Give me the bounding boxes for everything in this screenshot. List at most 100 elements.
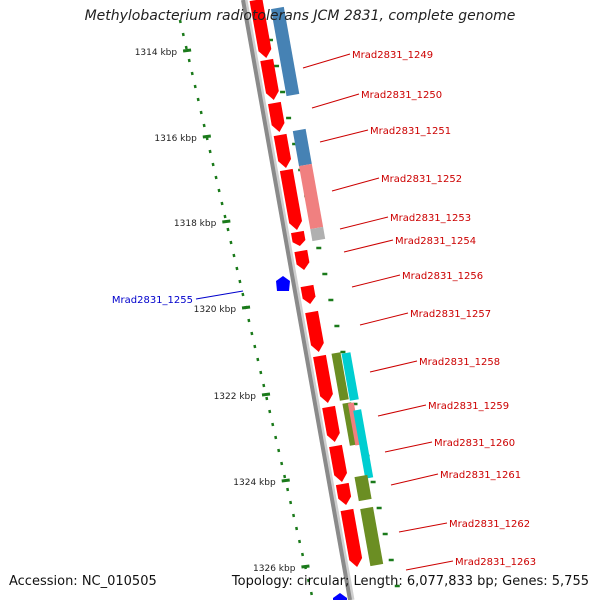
forward-gene-arrow [313, 354, 333, 403]
tick-guide-dot [283, 474, 287, 479]
gene-label: Mrad2831_1257 [410, 309, 491, 320]
forward-gene-arrow [260, 58, 279, 100]
tick-mark [241, 305, 251, 310]
forward-gene-arrow [294, 249, 310, 270]
backbone-line [241, 0, 352, 600]
gene-label-leader [405, 560, 454, 571]
feature-block [360, 506, 384, 567]
gene-label: Mrad2831_1251 [370, 126, 451, 137]
tick-guide-dot [181, 32, 185, 37]
forward-gene-arrow [322, 405, 340, 442]
feature-block [353, 409, 374, 479]
tick-guide-dot [280, 461, 284, 466]
tick-guide-dot [259, 370, 263, 375]
reverse-gene-arrow [333, 593, 347, 600]
tick-label: 1322 kbp [214, 392, 257, 402]
feature-block [292, 128, 312, 167]
forward-gene-arrow [335, 482, 352, 505]
forward-gene-arrow [300, 284, 316, 304]
tick-guide-dot [184, 45, 188, 50]
tick-guide-dot [196, 97, 200, 102]
tick-guide-dot [309, 591, 313, 596]
tick-guide-dot [214, 175, 218, 180]
map-title: Methylobacterium radiotolerans JCM 2831,… [84, 8, 516, 24]
accession-text: Accession: NC_010505 [9, 574, 157, 589]
tick-guide-dot [271, 422, 275, 427]
tick-mark [202, 134, 212, 139]
tick-guide-dot [217, 188, 221, 193]
tick-guide-dot [298, 539, 302, 544]
gene-label: Mrad2831_1255 [112, 295, 193, 306]
feature-block [310, 226, 326, 242]
tick-guide-dot [211, 162, 215, 167]
tick-mark [222, 219, 231, 224]
feature-block [331, 352, 349, 401]
tick-guide-dot [199, 110, 203, 115]
tick-mark [281, 478, 290, 483]
tick-guide-dot [250, 331, 254, 336]
tick-guide-dot [235, 266, 239, 271]
forward-gene-arrow [329, 444, 347, 482]
gene-label-leader [319, 129, 369, 143]
tick-guide-dot [229, 240, 233, 245]
tick-guide-dot [247, 318, 251, 323]
tick-label: 1320 kbp [194, 305, 237, 315]
tick-mark [182, 48, 192, 53]
gene-label: Mrad2831_1261 [440, 470, 521, 481]
tick-guide-dot [241, 292, 245, 297]
tick-guide-dot [208, 149, 212, 154]
tick-label: 1314 kbp [135, 48, 178, 58]
gene-label: Mrad2831_1260 [434, 438, 515, 449]
tick-guide-dot [274, 435, 278, 440]
forward-gene-arrow [291, 230, 306, 246]
tick-guide-dot [226, 227, 230, 232]
gene-label: Mrad2831_1259 [428, 401, 509, 412]
gene-label-leader [311, 93, 360, 109]
tick-mark [301, 564, 310, 569]
gene-label-leader [369, 360, 418, 373]
genome-summary-text: Topology: circular; Length: 6,077,833 bp… [231, 574, 589, 589]
tick-guide-dot [220, 201, 224, 206]
tick-guide-dot [178, 19, 182, 24]
reverse-gene-arrow [276, 276, 290, 291]
forward-gene-arrow [249, 0, 272, 58]
tick-guide-dot [277, 448, 281, 453]
gene-label: Mrad2831_1249 [352, 50, 433, 61]
tick-guide-dot [295, 526, 299, 531]
forward-gene-arrow [305, 310, 324, 352]
tick-guide-dot [193, 84, 197, 89]
feature-block [341, 352, 359, 401]
tick-mark [261, 392, 271, 397]
gene-label: Mrad2831_1254 [395, 236, 476, 247]
tick-guide-dot [223, 214, 227, 219]
gene-label-leader [390, 473, 439, 486]
tick-guide-dot [202, 123, 206, 128]
tick-guide-dot [300, 552, 305, 557]
tick-guide-dot [190, 71, 194, 76]
tick-guide-dot [265, 396, 269, 401]
gene-label-leader [384, 441, 433, 453]
tick-guide-dot [256, 357, 260, 362]
gene-label: Mrad2831_1263 [455, 557, 536, 568]
tick-guide-dot [238, 279, 242, 284]
gene-label: Mrad2831_1258 [419, 357, 500, 368]
gene-label-leader [195, 290, 244, 300]
forward-gene-arrow [340, 508, 363, 567]
gene-label-leader [302, 53, 351, 69]
gene-label-leader [398, 522, 448, 533]
tick-label: 1324 kbp [233, 478, 276, 488]
feature-block [271, 6, 300, 97]
forward-gene-arrow [279, 168, 302, 230]
gene-label: Mrad2831_1253 [390, 213, 471, 224]
gene-label-leader [351, 274, 401, 288]
gene-label-leader [339, 216, 389, 230]
gene-label: Mrad2831_1252 [381, 174, 462, 185]
tick-guide-dot [306, 578, 311, 583]
tick-guide-dot [286, 487, 290, 492]
gene-label-leader [343, 239, 394, 253]
tick-label: 1316 kbp [154, 134, 197, 144]
forward-gene-arrow [268, 101, 285, 132]
tick-guide-dot [232, 253, 236, 258]
